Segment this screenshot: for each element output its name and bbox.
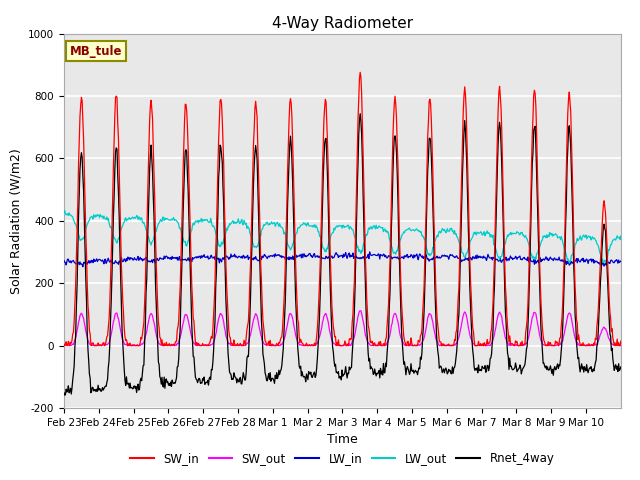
- Text: MB_tule: MB_tule: [70, 45, 122, 58]
- X-axis label: Time: Time: [327, 433, 358, 446]
- Legend: SW_in, SW_out, LW_in, LW_out, Rnet_4way: SW_in, SW_out, LW_in, LW_out, Rnet_4way: [125, 447, 559, 469]
- Title: 4-Way Radiometer: 4-Way Radiometer: [272, 16, 413, 31]
- Y-axis label: Solar Radiation (W/m2): Solar Radiation (W/m2): [10, 148, 22, 294]
